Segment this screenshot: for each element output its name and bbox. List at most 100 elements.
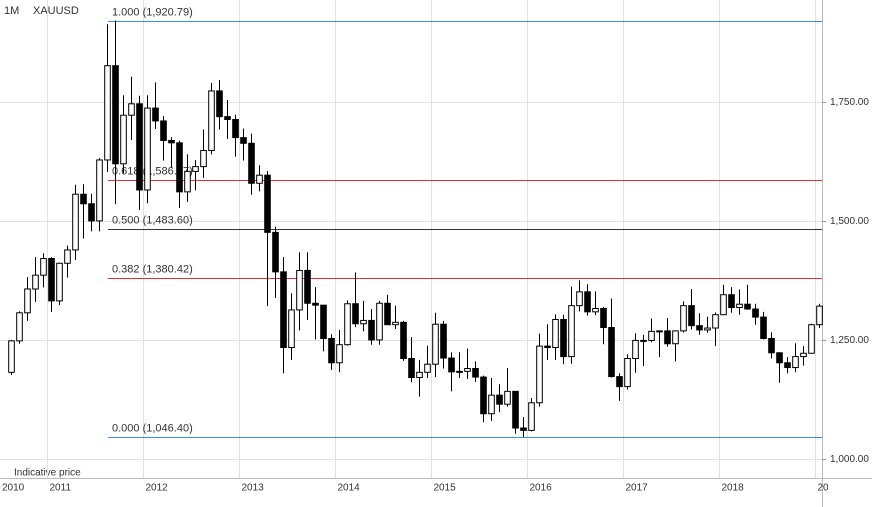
candle-body: [416, 371, 423, 379]
candle-body: [680, 305, 687, 332]
candle-body: [368, 319, 375, 341]
candle-body: [328, 338, 335, 364]
candle-body: [144, 107, 151, 191]
candle-body: [200, 149, 207, 168]
candle-body: [688, 305, 695, 327]
candle-body: [576, 291, 583, 307]
candle-body: [248, 142, 255, 184]
x-tick-label: 2018: [722, 483, 745, 494]
candle-body: [504, 390, 511, 405]
candle-body: [760, 316, 767, 340]
candle-body: [64, 249, 71, 264]
candle-body: [320, 304, 327, 340]
candle-body: [784, 362, 791, 369]
candle-body: [696, 325, 703, 331]
candle-body: [664, 330, 671, 345]
candle-body: [48, 258, 55, 302]
x-tick-label: 2013: [242, 483, 265, 494]
candle-body: [712, 314, 719, 329]
candle-body: [776, 352, 783, 364]
candle-body: [808, 324, 815, 354]
candle-body: [128, 103, 135, 116]
candle-body: [16, 312, 23, 342]
candle-body: [336, 344, 343, 364]
x-tick-label: 2019: [818, 483, 841, 494]
y-tick-label: 1,000.00: [830, 454, 869, 465]
candle-body: [256, 174, 263, 184]
x-tick-label: 2012: [146, 483, 169, 494]
candle-body: [512, 390, 519, 429]
candle-body: [88, 203, 95, 222]
candle-body: [568, 305, 575, 358]
candle-body: [352, 303, 359, 325]
candle-body: [672, 330, 679, 345]
candle-body: [96, 159, 103, 222]
candle-body: [552, 318, 559, 349]
candle-body: [40, 258, 47, 276]
y-tick-label: 1,750.00: [830, 97, 869, 108]
candle-body: [408, 357, 415, 379]
candle-body: [424, 363, 431, 373]
candle-body: [280, 271, 287, 349]
candle-body: [376, 302, 383, 341]
candle-body: [176, 142, 183, 193]
y-tick-label: 1,500.00: [830, 216, 869, 227]
candle-body: [384, 302, 391, 326]
candle-body: [720, 294, 727, 316]
x-tick-label: 2011: [50, 483, 72, 494]
candle-body: [232, 118, 239, 139]
candle-body: [464, 367, 471, 372]
candle-body: [544, 345, 551, 349]
fib-label: 1.000 (1,920.79): [112, 6, 193, 18]
candle-body: [400, 321, 407, 359]
candle-body: [192, 166, 199, 172]
candle-body: [240, 137, 247, 144]
x-labels: 2010 2011 2012 2013 2014 2015 2016 2017 2018 2019: [2, 483, 841, 494]
candle-body: [8, 340, 15, 373]
candle-body: [704, 327, 711, 331]
candle-body: [600, 308, 607, 329]
candle-body: [488, 394, 495, 415]
candle-body: [56, 262, 63, 302]
candle-body: [344, 303, 351, 346]
candle-body: [264, 174, 271, 233]
candle-body: [520, 427, 527, 431]
candle-body: [752, 308, 759, 318]
candle-body: [480, 376, 487, 415]
x-tick-label: 2014: [338, 483, 361, 494]
x-tick-label: 2015: [434, 483, 457, 494]
candle-body: [592, 308, 599, 313]
candle-body: [272, 231, 279, 273]
candle-body: [632, 339, 639, 359]
candle-body: [728, 294, 735, 309]
y-tick-label: 1,250.00: [830, 335, 869, 346]
candle-body: [616, 376, 623, 388]
fib-label: 0.500 (1,483.60): [112, 214, 193, 226]
candle-body: [304, 269, 311, 304]
candle-body: [624, 357, 631, 388]
candle-body: [584, 291, 591, 313]
candle-body: [432, 323, 439, 365]
candle-body: [184, 170, 191, 193]
candle-body: [608, 327, 615, 378]
candle-body: [168, 139, 175, 144]
candle-body: [768, 338, 775, 354]
x-tick-label: 2016: [530, 483, 553, 494]
candle-body: [560, 318, 567, 358]
fib-label: 0.000 (1,046.40): [112, 422, 193, 434]
candle-body: [656, 330, 663, 333]
candle-body: [640, 339, 647, 342]
chart-title: XAUUSD: [33, 5, 79, 17]
candle-body: [216, 90, 223, 118]
candle-body: [648, 330, 655, 341]
candle-body: [816, 305, 823, 326]
candle-body: [80, 193, 87, 205]
candle-body: [136, 103, 143, 191]
fib-label: 0.382 (1,380.42): [112, 263, 193, 275]
candle-body: [296, 269, 303, 311]
x-tick-label: 2017: [626, 483, 649, 494]
candle-body: [312, 302, 319, 306]
candle-body: [152, 107, 159, 122]
